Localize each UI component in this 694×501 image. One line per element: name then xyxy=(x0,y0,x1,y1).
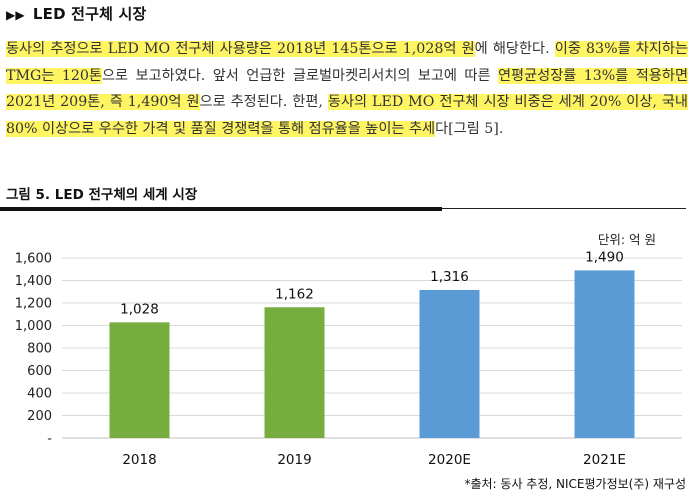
figure-title-rule-thin xyxy=(442,208,686,209)
figure-title: 그림 5. LED 전구체의 세계 시장 xyxy=(6,187,198,203)
figure-title-rule xyxy=(0,207,442,211)
paragraph-text: 으로 보고하였다. 앞서 언급한 글로벌마켓리서치의 보고에 따른 xyxy=(101,67,498,84)
paragraph-text: 다[그림 5]. xyxy=(435,120,504,137)
x-tick-label: 2018 xyxy=(122,452,156,468)
bar xyxy=(574,270,635,438)
x-tick-label: 2020E xyxy=(428,452,471,468)
y-tick-label: 200 xyxy=(27,409,52,424)
y-tick-label: 1,400 xyxy=(15,274,52,289)
section-title: ▶▶ LED 전구체 시장 xyxy=(6,3,147,24)
y-tick-label: 1,600 xyxy=(15,252,52,267)
data-label: 1,316 xyxy=(430,269,469,285)
data-label: 1,028 xyxy=(120,301,159,317)
unit-label: 단위: 억 원 xyxy=(597,232,656,247)
bar xyxy=(264,307,325,438)
bar xyxy=(419,289,480,438)
y-tick-label: 600 xyxy=(27,364,52,379)
data-label: 1,490 xyxy=(585,249,624,265)
y-tick-label: 1,200 xyxy=(15,297,52,312)
paragraph-text: 으로 추정된다. 한편, xyxy=(199,94,328,110)
y-tick-label: 400 xyxy=(27,387,52,402)
x-tick-label: 2019 xyxy=(277,452,311,468)
section-title-text: LED 전구체 시장 xyxy=(32,5,147,23)
double-arrow-icon: ▶▶ xyxy=(6,8,25,22)
data-label: 1,162 xyxy=(275,286,314,302)
highlighted-text: 동사의 추정으로 LED MO 전구체 사용량은 2018년 145톤으로 1,… xyxy=(6,41,475,57)
y-tick-label: 1,000 xyxy=(15,319,52,334)
y-tick-label: 800 xyxy=(27,342,52,357)
x-tick-label: 2021E xyxy=(583,452,626,468)
body-paragraph: 동사의 추정으로 LED MO 전구체 사용량은 2018년 145톤으로 1,… xyxy=(6,36,688,142)
paragraph-text: 에 해당한다. xyxy=(474,41,555,57)
y-tick-label: - xyxy=(47,432,52,447)
source-note: *출처: 동사 추정, NICE평가정보(주) 재구성 xyxy=(464,477,686,491)
bar xyxy=(109,322,170,438)
